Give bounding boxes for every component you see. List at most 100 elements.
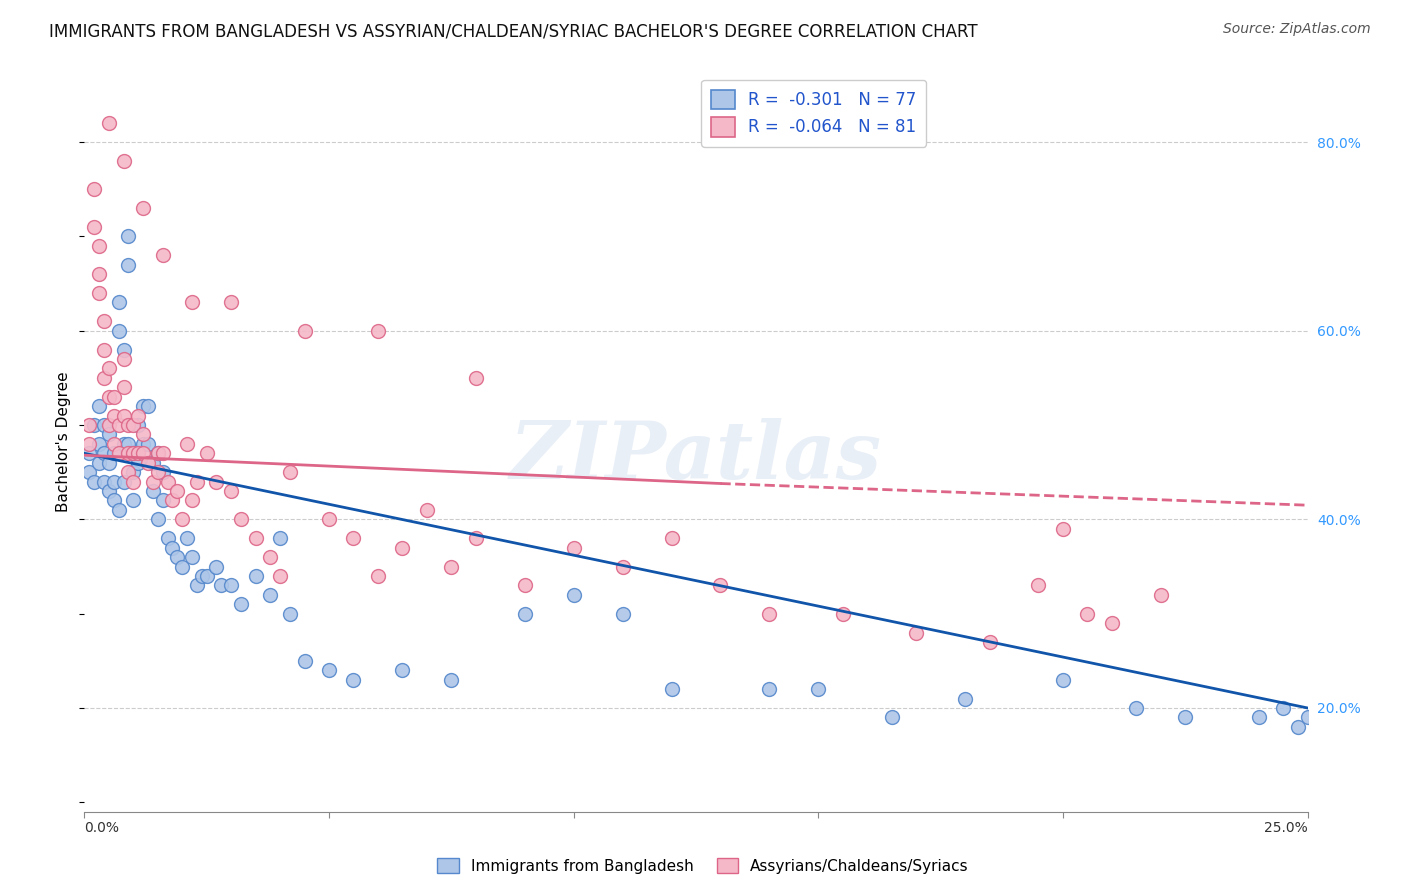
Point	[117, 437, 139, 451]
Point	[278, 465, 301, 479]
Point	[93, 343, 115, 357]
Point	[77, 417, 100, 432]
Point	[269, 569, 291, 583]
Point	[1272, 701, 1295, 715]
Point	[97, 417, 120, 432]
Point	[112, 475, 135, 489]
Point	[513, 578, 536, 592]
Point	[117, 446, 139, 460]
Point	[127, 417, 149, 432]
Point	[318, 663, 340, 677]
Point	[117, 465, 139, 479]
Point	[87, 399, 110, 413]
Point	[152, 248, 174, 262]
Point	[162, 493, 184, 508]
Point	[97, 427, 120, 442]
Point	[146, 446, 169, 460]
Text: 25.0%: 25.0%	[1264, 822, 1308, 835]
Point	[612, 607, 634, 621]
Legend: Immigrants from Bangladesh, Assyrians/Chaldeans/Syriacs: Immigrants from Bangladesh, Assyrians/Ch…	[432, 852, 974, 880]
Point	[132, 399, 155, 413]
Point	[464, 531, 486, 545]
Point	[107, 446, 129, 460]
Point	[132, 201, 155, 215]
Point	[464, 371, 486, 385]
Point	[93, 314, 115, 328]
Point	[229, 512, 252, 526]
Point	[127, 409, 149, 423]
Point	[1174, 710, 1197, 724]
Point	[146, 446, 169, 460]
Point	[979, 635, 1001, 649]
Point	[103, 475, 125, 489]
Y-axis label: Bachelor's Degree: Bachelor's Degree	[56, 371, 72, 512]
Legend: R =  -0.301   N = 77, R =  -0.064   N = 81: R = -0.301 N = 77, R = -0.064 N = 81	[702, 79, 927, 146]
Point	[259, 588, 281, 602]
Point	[103, 446, 125, 460]
Point	[107, 417, 129, 432]
Point	[83, 475, 105, 489]
Point	[1052, 522, 1074, 536]
Point	[205, 559, 228, 574]
Point	[562, 541, 585, 555]
Point	[103, 409, 125, 423]
Point	[758, 607, 780, 621]
Point	[186, 475, 208, 489]
Point	[83, 182, 105, 196]
Point	[112, 380, 135, 394]
Point	[1028, 578, 1050, 592]
Point	[318, 512, 340, 526]
Point	[612, 559, 634, 574]
Point	[83, 417, 105, 432]
Point	[1150, 588, 1173, 602]
Point	[93, 371, 115, 385]
Point	[807, 682, 830, 697]
Point	[562, 588, 585, 602]
Point	[245, 531, 267, 545]
Point	[1286, 720, 1309, 734]
Point	[758, 682, 780, 697]
Point	[259, 550, 281, 565]
Point	[391, 663, 413, 677]
Point	[122, 446, 145, 460]
Point	[219, 484, 242, 499]
Point	[269, 531, 291, 545]
Point	[107, 295, 129, 310]
Point	[132, 427, 155, 442]
Point	[107, 324, 129, 338]
Point	[440, 559, 463, 574]
Point	[117, 258, 139, 272]
Point	[209, 578, 232, 592]
Point	[97, 390, 120, 404]
Point	[709, 578, 731, 592]
Point	[195, 446, 218, 460]
Point	[97, 361, 120, 376]
Point	[186, 578, 208, 592]
Point	[103, 493, 125, 508]
Point	[162, 541, 184, 555]
Point	[77, 465, 100, 479]
Point	[146, 465, 169, 479]
Point	[278, 607, 301, 621]
Point	[127, 446, 149, 460]
Point	[152, 446, 174, 460]
Point	[181, 295, 204, 310]
Point	[1247, 710, 1270, 724]
Point	[87, 456, 110, 470]
Point	[142, 484, 165, 499]
Point	[87, 267, 110, 281]
Point	[953, 691, 976, 706]
Point	[219, 578, 242, 592]
Point	[1076, 607, 1098, 621]
Point	[87, 437, 110, 451]
Point	[132, 446, 155, 460]
Point	[513, 607, 536, 621]
Point	[97, 484, 120, 499]
Point	[117, 229, 139, 244]
Point	[367, 324, 389, 338]
Point	[1296, 710, 1319, 724]
Point	[93, 475, 115, 489]
Point	[112, 437, 135, 451]
Point	[342, 531, 364, 545]
Point	[146, 512, 169, 526]
